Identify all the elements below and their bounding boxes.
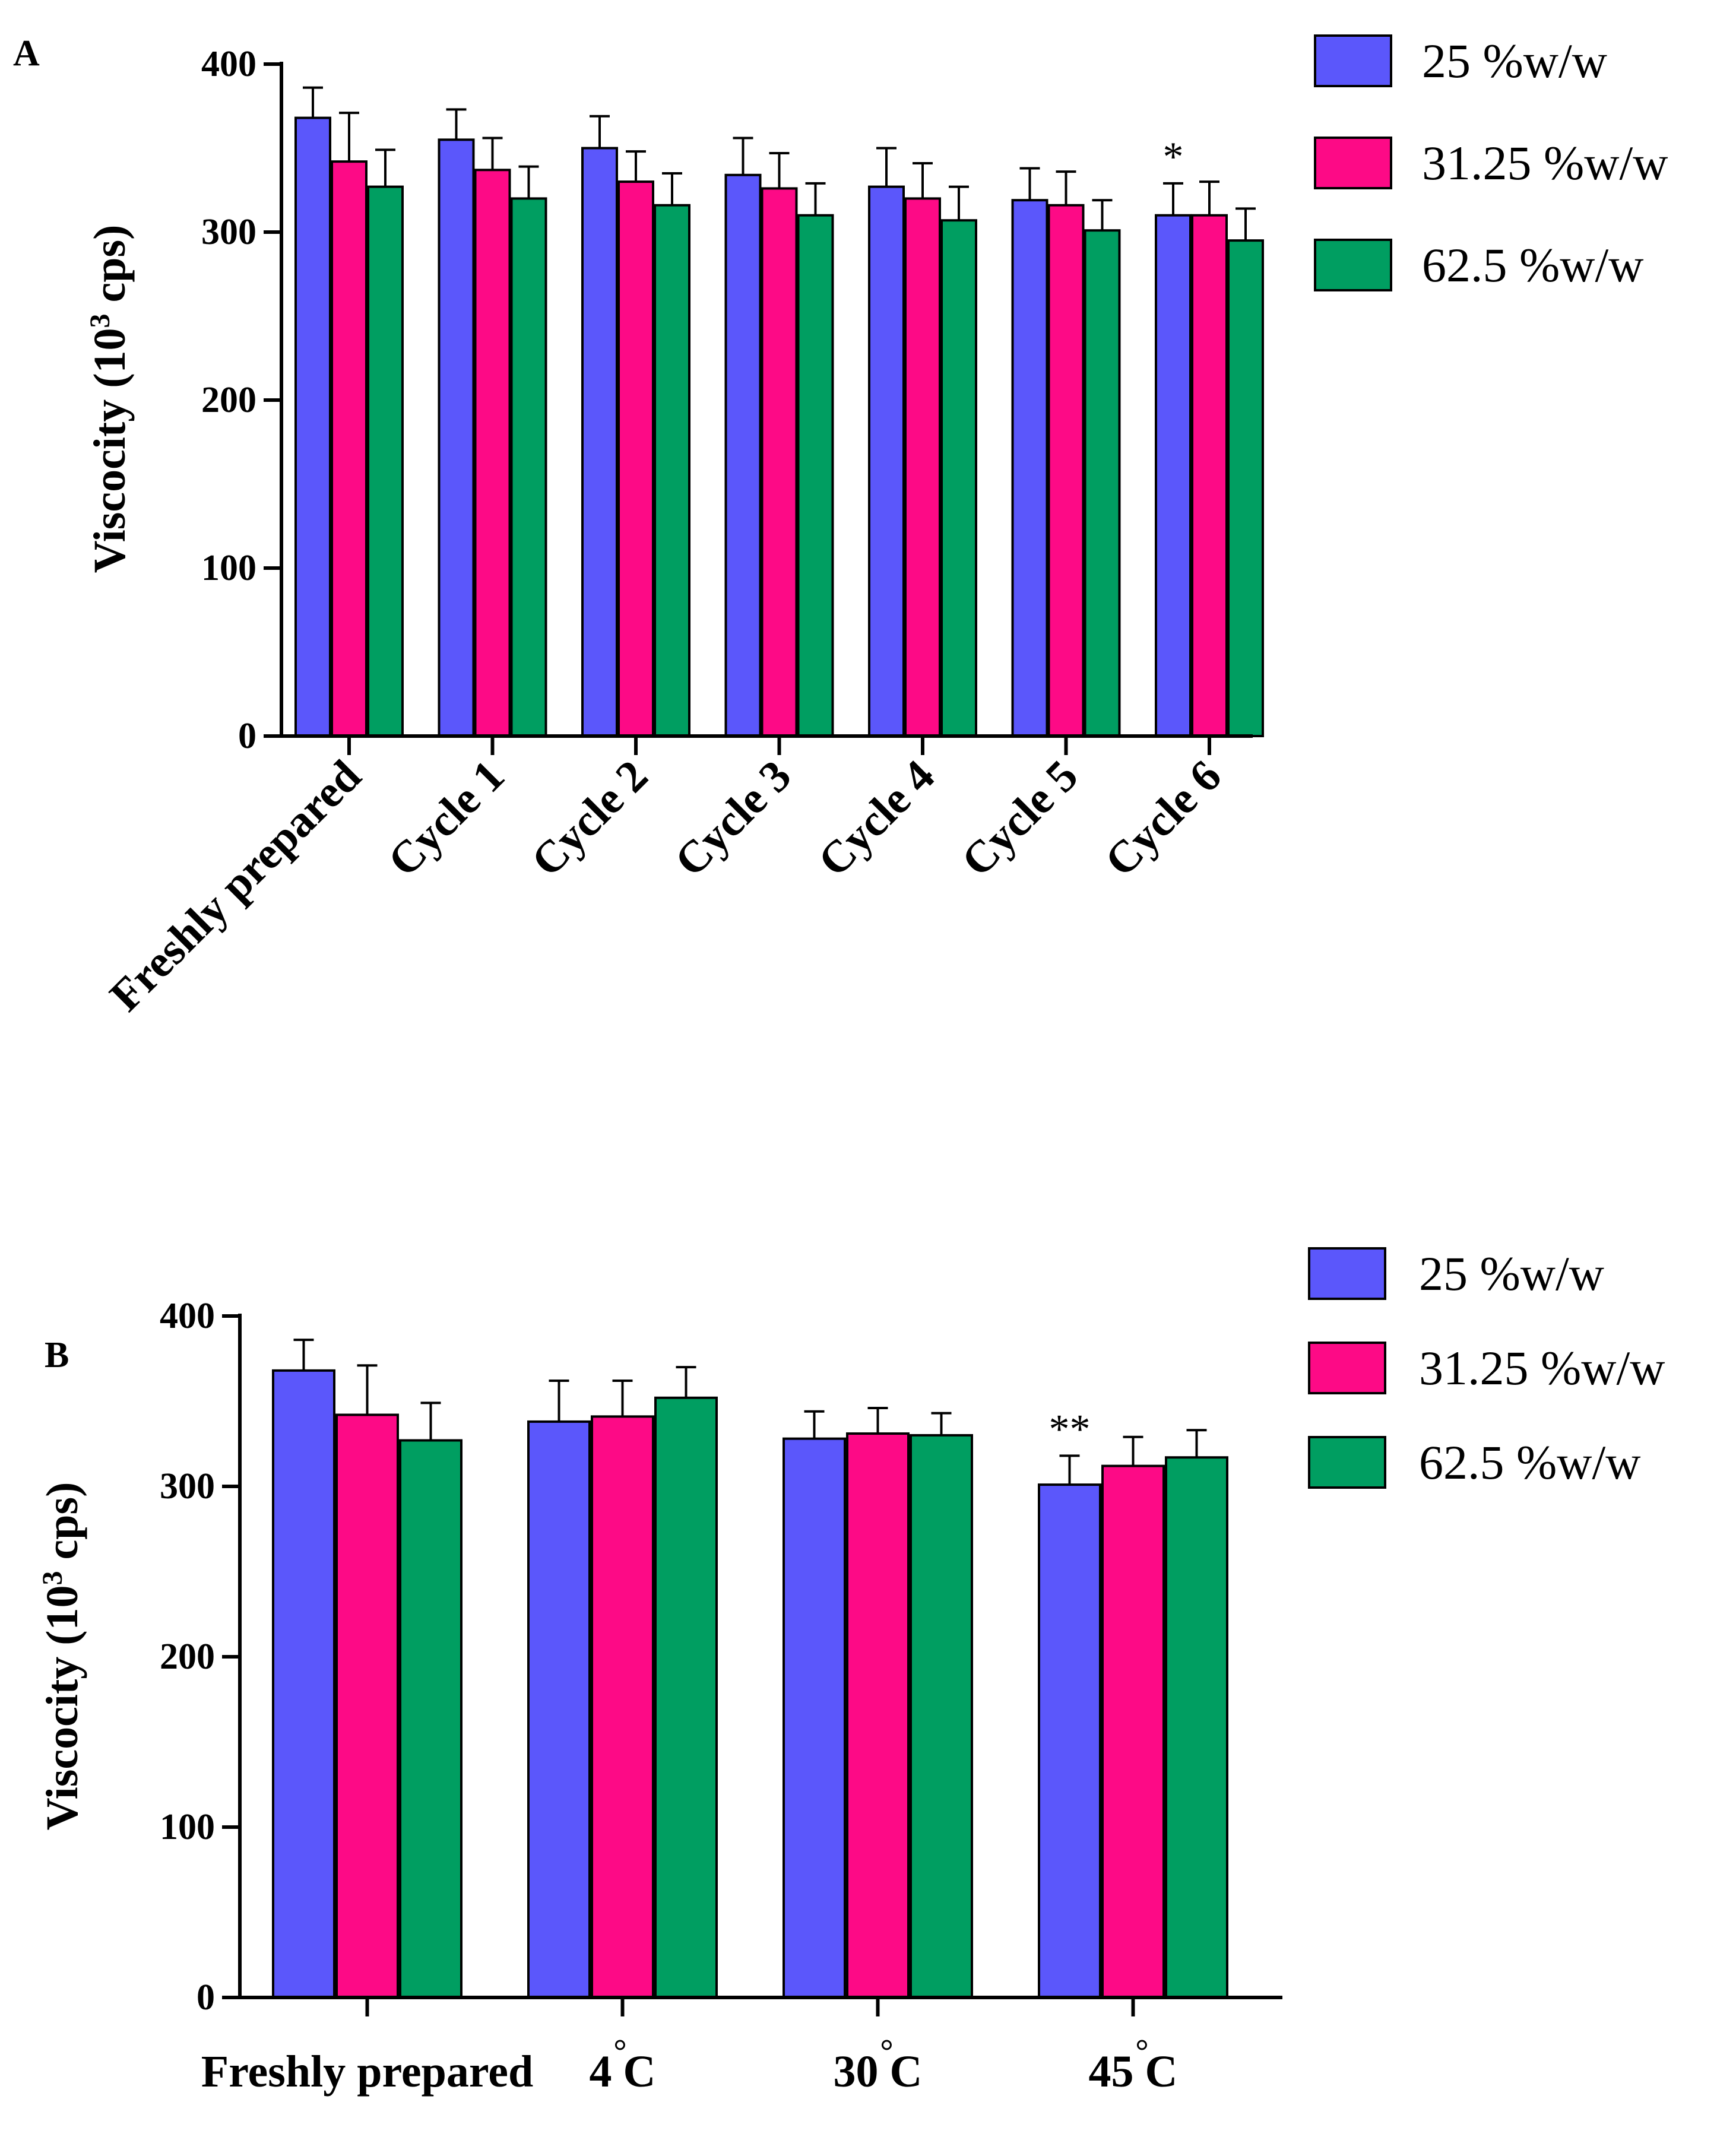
legend-label: 62.5 %w/w [1419, 1435, 1641, 1489]
bar [846, 1432, 910, 1999]
bar [1155, 214, 1192, 737]
bar [654, 204, 690, 738]
legend-swatch [1308, 1342, 1386, 1394]
legend-label: 25 %w/w [1419, 1247, 1604, 1301]
y-axis-label-superscript: 3 [37, 1571, 68, 1585]
x-tick-label: Cycle 2 [522, 751, 657, 886]
y-axis-label-main: Viscocity (10 [85, 328, 135, 573]
bar [399, 1439, 462, 1999]
bar [910, 1434, 973, 1999]
legend-swatch [1314, 34, 1392, 87]
legend-label: 31.25 %w/w [1419, 1341, 1665, 1395]
x-tick-label: Cycle 3 [666, 751, 801, 886]
degree-icon [1136, 2040, 1147, 2050]
bar [1101, 1464, 1165, 1999]
x-tick-label: Cycle 5 [952, 751, 1088, 886]
y-tick-label: 300 [201, 212, 256, 252]
y-axis-label-tail: cps) [37, 1482, 87, 1571]
legend-swatch [1308, 1247, 1386, 1300]
x-tick-label: 45 C [1089, 2047, 1178, 2097]
bar [654, 1396, 718, 1999]
legend-label: 31.25 %w/w [1422, 136, 1668, 190]
panel-a-chart: A Viscocity (103 cps) * 0 100 200 300 400 Freshl… [13, 33, 1668, 1021]
legend-swatch [1308, 1436, 1386, 1489]
x-tick-label: Cycle 6 [1095, 751, 1231, 886]
bar [527, 1420, 591, 1999]
bar [904, 197, 941, 737]
significance-marker: ** [1049, 1406, 1091, 1452]
panel-label: A [13, 33, 40, 74]
bar [367, 185, 404, 737]
y-axis-label-tail: cps) [85, 225, 135, 314]
bar [510, 197, 547, 737]
y-axis-label-superscript: 3 [84, 313, 116, 328]
bar [940, 219, 977, 737]
bar [474, 169, 511, 738]
legend-label: 62.5 %w/w [1422, 238, 1644, 292]
legend-swatch [1314, 137, 1392, 189]
x-tick-label: Freshly prepared [100, 751, 370, 1021]
bar [724, 173, 762, 737]
bar [1011, 199, 1048, 738]
bar [761, 187, 798, 738]
y-tick-label: 200 [160, 1637, 215, 1677]
bar [1047, 204, 1085, 738]
y-tick-label: 100 [160, 1807, 215, 1847]
degree-icon [881, 2040, 892, 2050]
y-tick-label: 400 [201, 44, 256, 84]
y-tick-label: 100 [201, 548, 256, 588]
bar [331, 160, 368, 737]
bar [868, 185, 905, 737]
degree-icon [614, 2040, 625, 2050]
y-tick-label: 300 [160, 1466, 215, 1507]
x-tick-label: Cycle 1 [379, 751, 514, 886]
bar [617, 180, 654, 738]
x-tick-label: 4 C [590, 2047, 656, 2097]
y-axis-label: Viscocity (103 cps) [37, 1482, 87, 1831]
bar [1191, 214, 1228, 737]
legend-label: 25 %w/w [1422, 34, 1607, 88]
bar [1084, 229, 1121, 738]
x-tick-label: 30 C [834, 2047, 923, 2097]
y-tick-label: 0 [238, 716, 256, 756]
significance-marker: * [1163, 134, 1184, 180]
bar [797, 214, 834, 737]
bar [1038, 1483, 1101, 1999]
bar [581, 147, 618, 737]
legend-swatch [1314, 239, 1392, 291]
bar [1165, 1456, 1228, 1999]
x-tick-label: Freshly prepared [201, 2047, 533, 2097]
bar [438, 138, 475, 738]
bar [591, 1415, 654, 1999]
y-tick-label: 0 [197, 1977, 215, 2018]
x-tick-label: Cycle 4 [809, 751, 944, 886]
y-axis-label: Viscocity (103 cps) [84, 225, 135, 573]
panel-b-chart: B Viscocity (103 cps) ** 0 100 200 300 400 Fresh… [37, 1247, 1665, 2097]
bar [1227, 239, 1264, 737]
y-axis-label-main: Viscocity (10 [37, 1585, 87, 1830]
bar [335, 1413, 399, 1999]
panel-label: B [45, 1335, 69, 1375]
bar [783, 1437, 846, 1999]
bar [272, 1369, 335, 1999]
y-tick-label: 200 [201, 380, 256, 420]
y-tick-label: 400 [160, 1296, 215, 1336]
bar [294, 116, 331, 737]
